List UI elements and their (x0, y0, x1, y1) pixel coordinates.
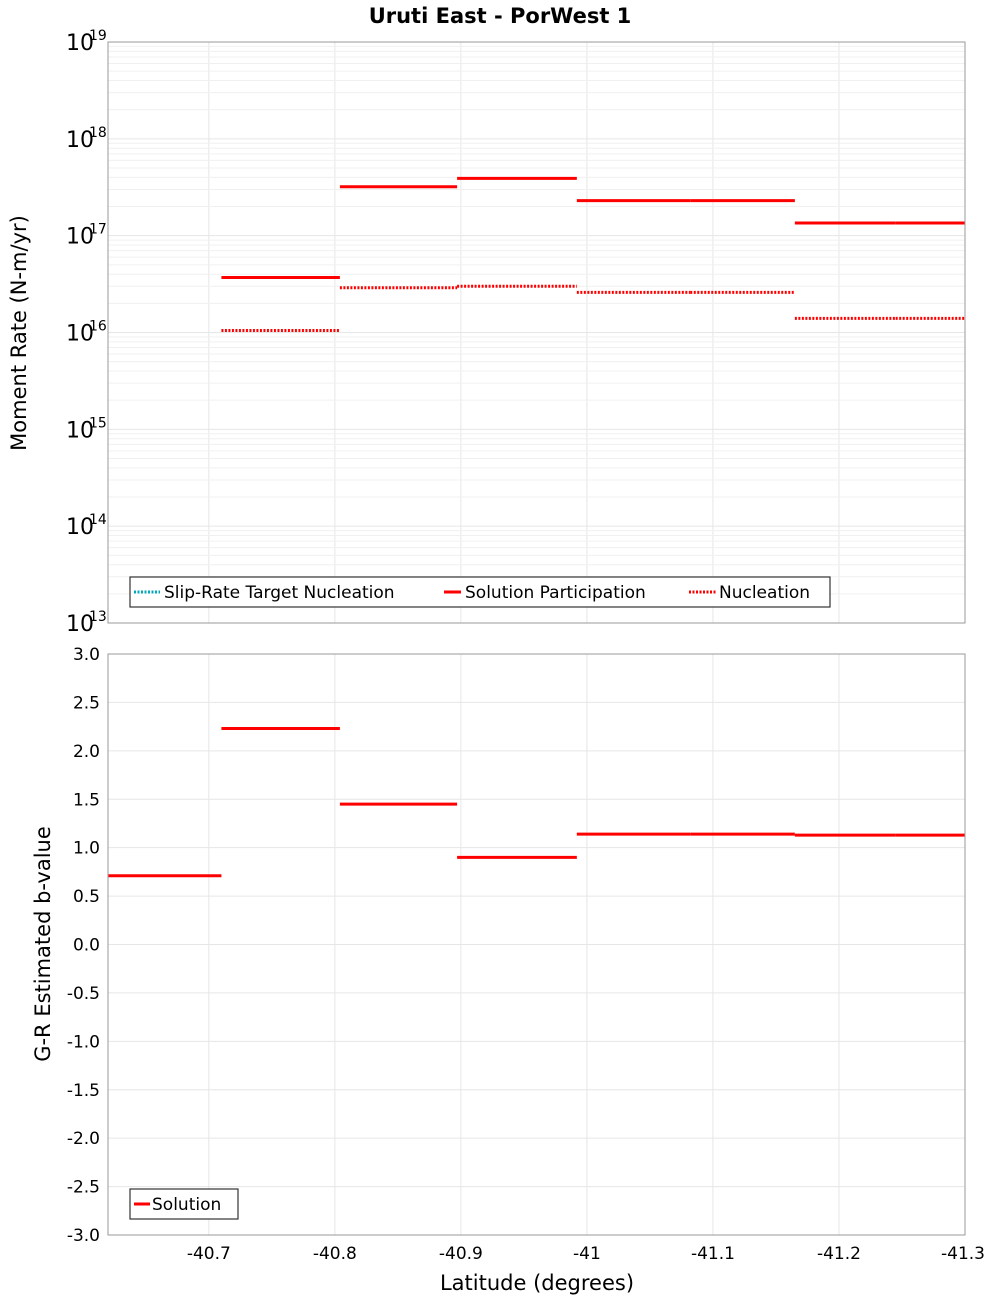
x-tick-label: -40.9 (439, 1244, 483, 1264)
bottom-panel: 3.0 2.5 2.0 1.5 1.0 0.5 0.0 -0.5 -1.0 -1.5 -2.0 -2.… (31, 645, 985, 1295)
top-y-tick-base: 10 (66, 128, 94, 153)
top-series (221, 176, 965, 332)
top-y-tick-base: 10 (66, 322, 94, 347)
bottom-y-tick-label: 2.5 (73, 693, 100, 713)
x-tick-label: -40.7 (187, 1244, 231, 1264)
bottom-y-tick-label: 0.5 (73, 887, 100, 907)
x-tick-label: -41.3 (941, 1244, 985, 1264)
chart-title: Uruti East - PorWest 1 (369, 4, 632, 28)
bottom-gridlines (108, 653, 966, 1236)
x-tick-label: -41 (573, 1244, 601, 1264)
x-tick-label: -41.2 (817, 1244, 861, 1264)
bottom-x-ticks: -40.7 -40.8 -40.9 -41 -41.1 -41.2 -41.3 (187, 1244, 985, 1264)
top-plot-frame (107, 41, 966, 624)
legend-label-solution: Solution (152, 1195, 221, 1215)
top-y-tick-exponent: 15 (89, 415, 107, 431)
top-legend: Slip-Rate Target Nucleation Solution Par… (129, 576, 831, 608)
top-y-tick-base: 10 (66, 225, 94, 250)
legend-label-participation: Solution Participation (465, 583, 646, 603)
x-tick-label: -41.1 (691, 1244, 735, 1264)
top-y-tick-exponent: 13 (89, 609, 107, 625)
bottom-y-tick-label: 1.0 (73, 839, 100, 859)
legend-label-nucleation: Nucleation (719, 583, 810, 603)
bottom-y-tick-label: 2.0 (73, 742, 100, 762)
top-y-tick-exponent: 16 (89, 319, 107, 335)
bottom-y-tick-label: -3.0 (67, 1226, 100, 1246)
top-y-tick-exponent: 18 (89, 125, 107, 141)
bottom-y-tick-label: 3.0 (73, 645, 100, 665)
top-y-tick-exponent: 19 (89, 28, 107, 44)
bottom-y-tick-label: -0.5 (67, 984, 100, 1004)
x-tick-label: -40.8 (313, 1244, 357, 1264)
bottom-y-tick-label: -1.0 (67, 1032, 100, 1052)
bottom-plot-frame (107, 653, 966, 1236)
top-y-axis-label: Moment Rate (N-m/yr) (7, 215, 31, 451)
bottom-y-tick-label: 0.0 (73, 936, 100, 956)
bottom-y-tick-label: -1.5 (67, 1081, 100, 1101)
top-y-tick-base: 10 (66, 31, 94, 56)
top-gridlines (108, 42, 966, 624)
top-y-tick-base: 10 (66, 515, 94, 540)
top-y-tick-exponent: 17 (89, 222, 107, 238)
bottom-y-tick-label: 1.5 (73, 790, 100, 810)
top-legend-box (129, 576, 831, 608)
bottom-y-tick-label: -2.0 (67, 1129, 100, 1149)
legend-label-target: Slip-Rate Target Nucleation (164, 583, 395, 603)
bottom-y-ticks: 3.0 2.5 2.0 1.5 1.0 0.5 0.0 -0.5 -1.0 -1.5 -2.0 -2.… (67, 645, 100, 1246)
top-y-tick-base: 10 (66, 612, 94, 637)
bottom-series (108, 727, 965, 878)
bottom-y-axis-label: G-R Estimated b-value (31, 826, 55, 1062)
bottom-y-tick-label: -2.5 (67, 1178, 100, 1198)
x-axis-label: Latitude (degrees) (440, 1271, 634, 1295)
bottom-legend: Solution (129, 1188, 239, 1220)
top-y-tick-exponent: 14 (89, 512, 107, 528)
top-y-tick-base: 10 (66, 418, 94, 443)
